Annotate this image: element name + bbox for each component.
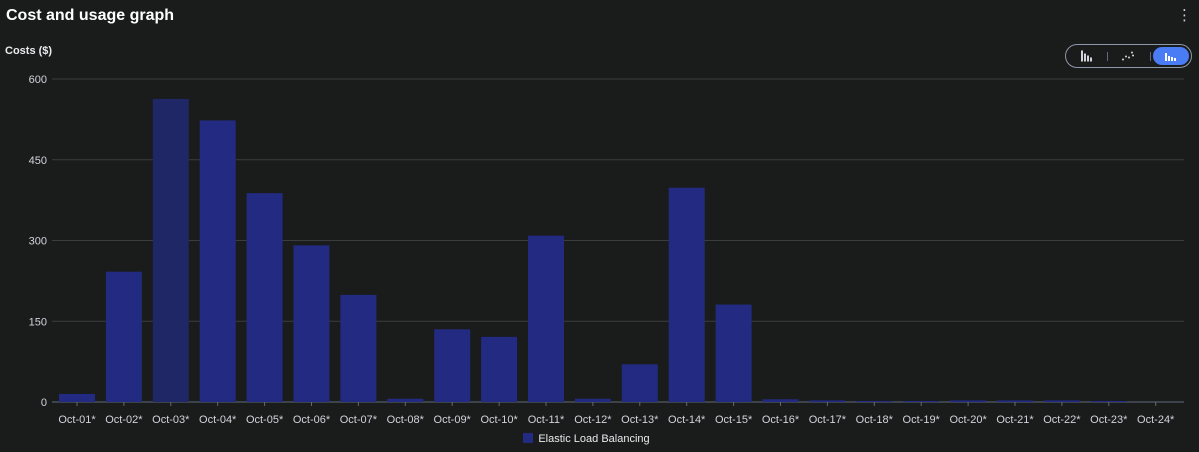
bar-Oct-01*[interactable] [59,393,95,402]
x-tick-labels: Oct-01* Oct-02* Oct-03* Oct-04* Oct-05* Oct-0… [58,402,1175,426]
bar-Oct-13*[interactable] [621,364,658,402]
line-chart-icon[interactable] [1110,47,1146,65]
bar-Oct-18*[interactable] [856,400,893,402]
x-tick-label: Oct-13* [621,414,659,426]
x-tick-label: Oct-06* [293,414,331,426]
legend: Elastic Load Balancing [0,433,1173,445]
y-tick-label: 150 [29,316,47,328]
x-tick-label: Oct-11* [528,414,565,426]
x-tick-label: Oct-01* [58,414,96,426]
grid-lines [52,78,1184,403]
y-axis-label: Costs ($) [5,45,53,57]
x-tick-label: Oct-03* [152,414,190,426]
x-tick-label: Oct-16* [762,414,800,426]
bar-Oct-03*[interactable] [152,98,189,402]
bar-Oct-14*[interactable] [668,187,705,402]
bar-Oct-11*[interactable] [528,235,564,402]
bars [59,98,1127,403]
x-tick-label: Oct-02* [105,414,143,426]
panel-header: Cost and usage graph ⋮ [6,4,1199,28]
x-tick-label: Oct-23* [1090,414,1128,426]
bar-chart-icon[interactable] [1069,47,1105,65]
x-tick-label: Oct-05* [246,414,284,426]
bar-Oct-16*[interactable] [762,399,799,402]
y-tick-labels: 0 150 300 450 600 [29,74,47,409]
y-tick-label: 300 [29,236,47,248]
x-tick-label: Oct-17* [809,414,847,426]
bar-Oct-17*[interactable] [809,400,846,402]
bar-Oct-23*[interactable] [1090,400,1127,402]
bar-Oct-12*[interactable] [574,398,611,402]
bar-Oct-22*[interactable] [1043,400,1080,402]
y-tick-label: 450 [29,155,47,167]
bar-Oct-10*[interactable] [481,336,518,402]
x-tick-label: Oct-19* [903,414,941,426]
toggle-divider [1107,52,1108,61]
y-tick-label: 0 [41,397,47,409]
x-tick-label: Oct-09* [434,414,472,426]
x-tick-label: Oct-20* [949,414,987,426]
bar-Oct-15*[interactable] [715,304,752,402]
bar-Oct-04*[interactable] [199,120,236,403]
x-tick-label: Oct-12* [574,414,612,426]
legend-label[interactable]: Elastic Load Balancing [538,433,650,445]
more-options-icon[interactable]: ⋮ [1177,7,1192,24]
bar-Oct-02*[interactable] [105,271,142,402]
panel-title: Cost and usage graph [6,7,175,24]
x-tick-label: Oct-18* [856,414,894,426]
bar-Oct-06*[interactable] [293,245,330,402]
bar-Oct-07*[interactable] [340,294,377,402]
toggle-divider [1150,52,1151,61]
x-tick-label: Oct-07* [340,414,378,426]
bar-Oct-19*[interactable] [903,400,940,402]
bar-Oct-08*[interactable] [387,398,424,402]
y-tick-label: 600 [29,74,47,86]
x-tick-label: Oct-24* [1137,414,1175,426]
x-tick-label: Oct-14* [668,414,706,426]
stacked-bar-chart-icon[interactable] [1153,47,1189,65]
chart-type-toggle [1065,44,1192,68]
bar-Oct-09*[interactable] [434,329,471,402]
x-tick-label: Oct-10* [480,414,518,426]
x-tick-label: Oct-08* [387,414,425,426]
x-tick-label: Oct-15* [715,414,753,426]
bar-Oct-05*[interactable] [246,193,283,402]
x-tick-label: Oct-04* [199,414,237,426]
bar-Oct-21*[interactable] [997,400,1033,402]
bar-Oct-20*[interactable] [950,400,987,402]
x-tick-label: Oct-22* [1043,414,1081,426]
legend-swatch [523,433,534,443]
x-tick-label: Oct-21* [996,414,1034,426]
